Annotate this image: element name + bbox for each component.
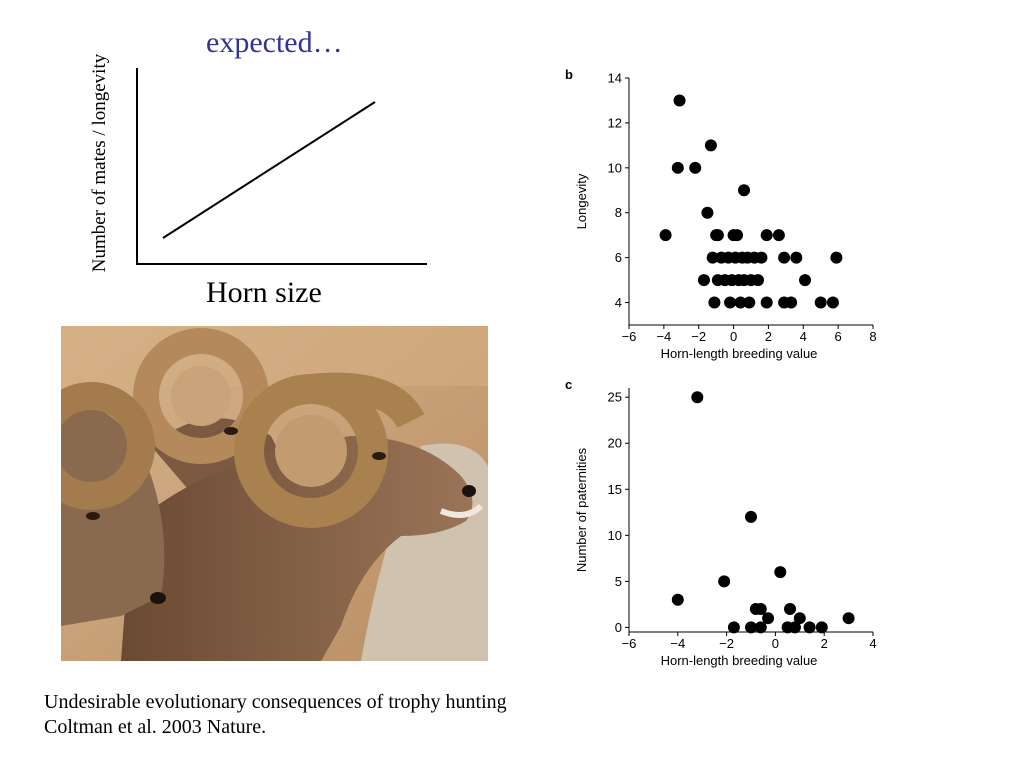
caption: Undesirable evolutionary consequences of…: [44, 690, 507, 740]
y-tick-label: 5: [615, 574, 622, 589]
data-point: [673, 94, 686, 107]
data-point: [734, 296, 747, 309]
data-point: [701, 206, 714, 219]
data-point: [745, 621, 757, 634]
data-point: [815, 621, 828, 634]
x-tick-label: 0: [730, 329, 737, 344]
y-tick-label: 15: [608, 482, 622, 497]
data-point: [772, 229, 785, 242]
data-point: [738, 184, 751, 197]
data-point: [842, 612, 855, 625]
data-point: [784, 602, 797, 615]
y-axis-label: Longevity: [574, 173, 589, 229]
caption-line-2: Coltman et al. 2003 Nature.: [44, 716, 267, 738]
data-point: [778, 251, 791, 264]
data-point: [799, 274, 812, 287]
concept-y-axis-label: Number of mates / longevity: [89, 53, 110, 273]
data-point: [691, 391, 704, 404]
data-point: [754, 621, 767, 634]
bighorn-rams-photo: [61, 326, 488, 661]
data-point: [803, 621, 816, 634]
x-tick-label: −2: [691, 329, 706, 344]
data-point: [830, 251, 843, 264]
data-point: [760, 296, 773, 309]
y-tick-label: 8: [615, 205, 622, 220]
x-tick-label: −6: [622, 636, 637, 651]
caption-line-1: Undesirable evolutionary consequences of…: [44, 691, 507, 713]
data-point: [711, 229, 724, 242]
data-point: [727, 621, 740, 634]
y-tick-label: 0: [615, 620, 622, 635]
x-tick-label: 2: [821, 636, 828, 651]
y-tick-label: 25: [608, 390, 622, 405]
data-point: [762, 612, 775, 625]
x-axis-label: Horn-length breeding value: [661, 653, 818, 668]
data-point: [745, 510, 757, 523]
data-point: [743, 296, 756, 309]
data-point: [826, 296, 839, 309]
x-tick-label: −4: [670, 636, 685, 651]
data-point: [793, 612, 806, 625]
data-point: [790, 251, 803, 264]
concept-x-axis-label: Horn size: [206, 276, 322, 309]
x-tick-label: −2: [719, 636, 734, 651]
data-point: [814, 296, 827, 309]
data-point: [754, 602, 767, 615]
x-tick-label: 8: [869, 329, 876, 344]
y-tick-label: 10: [608, 528, 622, 543]
data-point: [785, 296, 798, 309]
x-tick-label: −6: [622, 329, 637, 344]
expected-relationship-chart: [136, 68, 427, 265]
x-tick-label: 2: [765, 329, 772, 344]
data-point: [689, 161, 702, 174]
data-point: [706, 251, 719, 264]
data-point: [751, 274, 764, 287]
data-point: [788, 621, 801, 634]
y-tick-label: 12: [608, 115, 622, 130]
x-axis-label: Horn-length breeding value: [661, 346, 818, 361]
y-tick-label: 6: [615, 250, 622, 265]
data-point: [755, 251, 768, 264]
expected-title: expected…: [206, 26, 343, 59]
panel-label: c: [565, 377, 572, 392]
data-point: [774, 566, 787, 579]
x-tick-label: 6: [835, 329, 842, 344]
x-tick-label: 0: [772, 636, 779, 651]
data-point: [671, 593, 684, 606]
y-tick-label: 14: [608, 71, 622, 86]
data-point: [731, 229, 744, 242]
data-point: [659, 229, 672, 242]
data-point: [724, 296, 737, 309]
y-tick-label: 20: [608, 436, 622, 451]
panel-label: b: [565, 67, 573, 82]
x-tick-label: 4: [869, 636, 876, 651]
y-axis-label: Number of paternities: [574, 447, 589, 572]
data-point: [671, 161, 684, 174]
x-tick-label: −4: [656, 329, 671, 344]
data-point: [718, 575, 731, 588]
data-point: [708, 296, 721, 309]
data-point: [704, 139, 717, 152]
y-tick-label: 10: [608, 160, 622, 175]
expected-trend-line: [162, 101, 376, 239]
x-tick-label: 4: [800, 329, 807, 344]
data-point: [697, 274, 710, 287]
y-tick-label: 4: [615, 295, 622, 310]
paternities-scatter-plot: c −6 −4 −2 0 2 4 0 5 10 15 20 25 Horn-length breeding…: [565, 377, 877, 668]
data-point: [760, 229, 773, 242]
longevity-scatter-plot: b −6 −4 −2 0 2 4 6 8 4 6 8 10 12 14 Horn-length breedin…: [565, 67, 877, 361]
